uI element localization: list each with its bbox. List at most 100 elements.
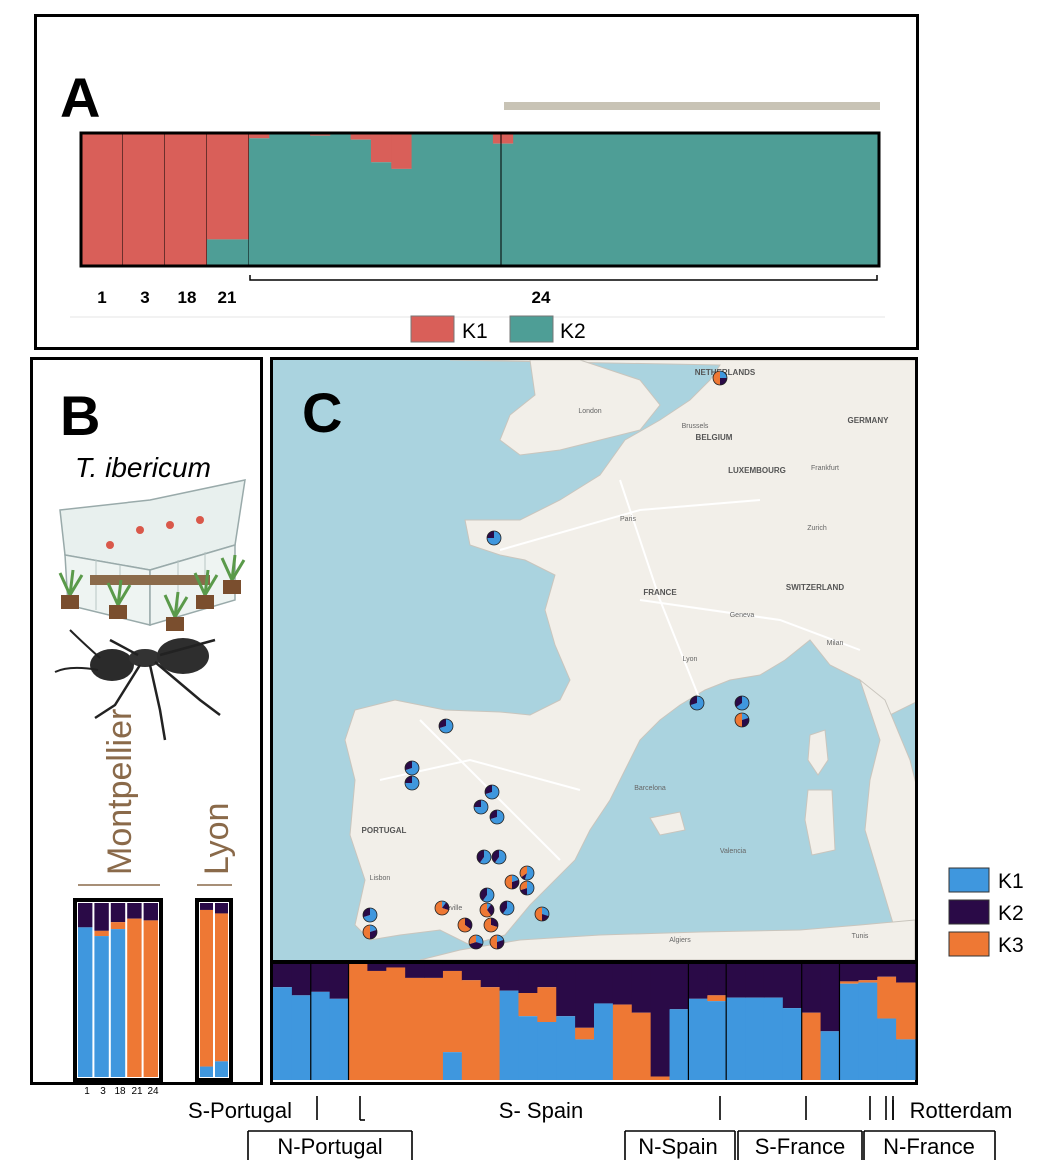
pie-slice <box>494 850 506 864</box>
map-pie <box>486 530 502 546</box>
pie-slice <box>487 904 495 916</box>
bar-k2 <box>431 133 453 266</box>
bar-k2 <box>696 133 717 266</box>
legend-label-k2: K2 <box>998 902 1024 925</box>
bar-k2 <box>370 162 392 266</box>
pie-outline <box>362 907 378 923</box>
pie-slice <box>442 901 447 908</box>
city-label: Algiers <box>669 937 691 944</box>
bar-k2 <box>273 964 293 988</box>
bar-k1 <box>726 997 746 1080</box>
pie-outline <box>479 902 495 918</box>
pie-outline <box>489 809 505 825</box>
bar-k2 <box>896 964 916 983</box>
bar-k2 <box>207 239 250 266</box>
bar-k1 <box>370 133 392 163</box>
tick-label: 1 <box>84 1086 90 1097</box>
bar-k2 <box>688 964 708 999</box>
bar-k2 <box>127 903 142 919</box>
map-pie <box>519 865 535 881</box>
pie-slice <box>405 761 419 776</box>
map-pie <box>476 849 492 865</box>
pie-slice <box>370 925 377 932</box>
bar-k2 <box>635 133 656 266</box>
pie-slice <box>484 918 498 933</box>
bar-k2 <box>499 964 519 991</box>
bar-k2 <box>310 964 331 992</box>
bar-k1 <box>273 987 293 1080</box>
pie-outline <box>362 924 378 940</box>
bar-k1 <box>81 133 124 266</box>
pie-slice <box>542 914 549 921</box>
road-line <box>499 499 761 551</box>
map-pie <box>404 775 420 791</box>
pie-slice <box>520 888 527 895</box>
ant-icon <box>54 629 221 741</box>
pie-slice <box>468 935 476 945</box>
pie-outline <box>483 917 499 933</box>
pie-slice <box>479 888 487 901</box>
bar-k3 <box>801 1012 822 1080</box>
pie-slice <box>502 901 514 915</box>
map-pie <box>491 849 507 865</box>
pie-slice <box>370 929 378 939</box>
pie-outline <box>689 695 705 711</box>
pie-outline <box>484 784 500 800</box>
pie-slice <box>435 901 449 916</box>
bar-k1 <box>782 1008 803 1080</box>
bar-k1 <box>249 133 270 139</box>
bar-k3 <box>631 1012 652 1080</box>
bar-k2 <box>386 964 406 968</box>
bar-k2 <box>291 964 312 996</box>
tick-label: 18 <box>114 1086 126 1097</box>
country-label: GERMANY <box>848 416 890 425</box>
country-label: LUXEMBOURG <box>728 466 786 475</box>
pie-slice <box>405 776 412 783</box>
bar-k2 <box>350 139 372 266</box>
pie-slice <box>362 908 370 918</box>
bar-k2 <box>329 964 350 999</box>
pie-slice <box>482 888 494 903</box>
bar-k2 <box>289 133 311 266</box>
pie-slice <box>736 696 749 710</box>
bar-k2 <box>553 133 575 266</box>
city-label: Paris <box>620 516 636 523</box>
land-mass <box>649 811 686 836</box>
map-pie <box>457 917 473 933</box>
bar-frame <box>195 898 233 1082</box>
bar-k2 <box>215 903 228 914</box>
pie-slice <box>442 902 450 911</box>
pie-slice <box>485 785 499 799</box>
ant-gaster <box>157 638 209 674</box>
pie-slice <box>497 939 505 949</box>
bar-k2 <box>820 964 840 1032</box>
pie-outline <box>734 695 750 711</box>
tick-label: 3 <box>100 1086 106 1097</box>
pie-outline <box>434 900 450 916</box>
map-pie <box>489 934 505 950</box>
bar-k1 <box>594 1003 614 1080</box>
plant-pot <box>223 580 241 594</box>
pie-slice <box>524 866 535 880</box>
bar-k1 <box>200 1066 213 1077</box>
bar-k2 <box>669 964 689 1010</box>
pie-slice <box>505 875 512 889</box>
bar-k1 <box>820 1031 840 1080</box>
pie-slice <box>487 903 492 910</box>
bar-k2 <box>757 133 778 266</box>
bar-k2 <box>78 903 93 928</box>
tick-label: 18 <box>178 288 197 307</box>
bar-k2 <box>614 133 636 266</box>
bar-k2 <box>650 964 671 1077</box>
tick-label: 24 <box>147 1086 159 1097</box>
pie-slice <box>512 879 519 889</box>
pie-slice <box>542 907 549 917</box>
city-label: Brussels <box>682 423 709 430</box>
bar-k3 <box>127 918 142 1077</box>
panel-b-letter: B <box>60 384 101 447</box>
bar-k2 <box>411 133 433 266</box>
pie-outline <box>479 887 495 903</box>
bar-k1 <box>165 133 208 266</box>
legend-label-k1: K1 <box>998 870 1024 893</box>
